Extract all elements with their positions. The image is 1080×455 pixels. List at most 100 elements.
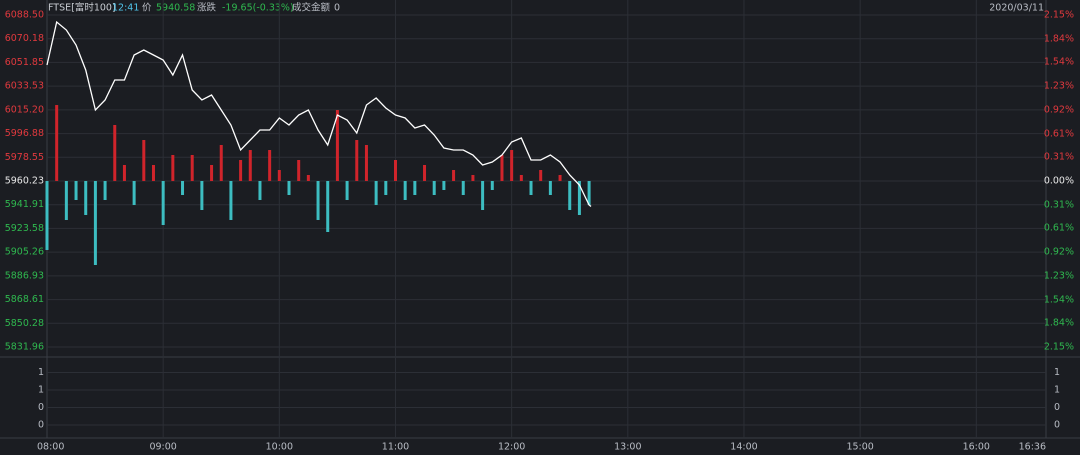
indicator-bar (277, 169, 281, 181)
indicator-bar (74, 181, 78, 200)
indicator-bar (316, 181, 320, 220)
x-tick-label: 14:00 (730, 442, 757, 453)
indicator-bar (490, 181, 494, 190)
y2-tick-label: 0.31% (1044, 199, 1074, 210)
x-tick-label: 12:00 (498, 442, 525, 453)
y2-tick-label: 1.54% (1044, 57, 1074, 68)
volume-tick-label: 1 (38, 367, 44, 378)
indicator-bar (442, 181, 446, 190)
indicator-bar (345, 181, 349, 200)
indicator-bar (423, 165, 427, 181)
indicator-bar (297, 159, 301, 181)
indicator-bar (103, 181, 107, 200)
y2-tick-label: 1.84% (1044, 33, 1074, 44)
volume-tick-label: 0 (38, 402, 44, 413)
indicator-bar (364, 144, 368, 181)
indicator-bar (229, 181, 233, 220)
indicator-bar (161, 181, 165, 226)
y2-tick-label: 1.23% (1044, 270, 1074, 281)
y2-tick-label: 2.15% (1044, 10, 1074, 21)
y-tick-label: 5850.28 (5, 318, 44, 329)
change: -19.65(-0.33%) (222, 3, 294, 14)
indicator-bar (481, 181, 485, 211)
indicator-bar (200, 181, 204, 211)
turnover: 0 (334, 3, 340, 14)
y-tick-label: 6033.53 (5, 81, 44, 92)
indicator-bar (219, 144, 223, 181)
y2-tick-label: 0.31% (1044, 152, 1074, 163)
indicator-bar (93, 181, 97, 266)
x-tick-label: 09:00 (149, 442, 176, 453)
indicator-bar (190, 155, 194, 181)
indicator-bar (55, 105, 59, 181)
y-tick-label: 6015.20 (5, 104, 44, 115)
indicator-bar (500, 155, 504, 181)
indicator-bar (132, 181, 136, 205)
x-tick-label: 15:00 (846, 442, 873, 453)
indicator-bar (558, 174, 562, 181)
volume-tick-label: 1 (38, 385, 44, 396)
indicator-bar (403, 181, 407, 200)
indicator-bar (45, 181, 49, 250)
x-tick-label: 13:00 (614, 442, 641, 453)
indicator-bar (122, 165, 126, 181)
indicator-bar (452, 169, 456, 181)
y2-tick-label: 0.00% (1044, 176, 1074, 187)
indicator-bar (519, 174, 523, 181)
x-tick-label: 16:00 (963, 442, 990, 453)
indicator-bar (84, 181, 88, 215)
x-tick-label: 08:00 (37, 442, 64, 453)
y-tick-label: 6070.18 (5, 33, 44, 44)
indicator-bar (239, 159, 243, 181)
price-line (46, 20, 592, 207)
x-tick-label: 11:00 (382, 442, 409, 453)
y2-tick-label: 0.61% (1044, 128, 1074, 139)
indicator-bar (151, 165, 155, 181)
indicator-bar (210, 165, 214, 181)
y2-tick-label: 0.61% (1044, 223, 1074, 234)
indicator-bar (529, 181, 533, 196)
indicator-bar (181, 181, 185, 196)
indicator-bar (539, 169, 543, 181)
indicator-bar (258, 181, 262, 200)
y-tick-label: 5868.61 (5, 294, 44, 305)
symbol: FTSE[富时100] (48, 2, 116, 14)
indicator-bar (64, 181, 68, 220)
indicator-bar (587, 181, 591, 205)
y-tick-label: 5923.58 (5, 223, 44, 234)
indicator-bar (548, 181, 552, 196)
indicator-bar (577, 181, 581, 215)
y2-tick-label: 1.84% (1044, 318, 1074, 329)
indicator-bar (306, 174, 310, 181)
y-tick-label: 5960.23 (5, 176, 44, 187)
y-tick-label: 5996.88 (5, 128, 44, 139)
indicator-bar (248, 150, 252, 181)
y-tick-label: 5886.93 (5, 270, 44, 281)
y-tick-label: 5831.96 (5, 342, 44, 353)
indicator-bar (268, 150, 272, 181)
date: 2020/03/11 (989, 3, 1044, 14)
x-tick-label: 10:00 (266, 442, 293, 453)
indicator-bar (413, 181, 417, 196)
y-tick-label: 5905.26 (5, 247, 44, 258)
indicator-bar (461, 181, 465, 196)
indicator-bar (432, 181, 436, 196)
indicator-bar (287, 181, 291, 196)
indicator-bar (335, 110, 339, 181)
price-label: 价 (142, 3, 152, 14)
indicator-bar (471, 174, 475, 181)
volume-tick-label-right: 1 (1054, 385, 1060, 396)
indicator-bar (510, 150, 514, 181)
y2-tick-label: 2.15% (1044, 342, 1074, 353)
turnover-label: 成交金额 (292, 2, 331, 14)
y2-tick-label: 0.92% (1044, 247, 1074, 258)
indicator-bar (113, 125, 117, 181)
indicator-bar (355, 140, 359, 181)
y-tick-label: 5941.91 (5, 199, 44, 210)
volume-tick-label: 0 (38, 420, 44, 431)
volume-tick-label-right: 0 (1054, 402, 1060, 413)
change-label: 涨跌 (197, 2, 217, 14)
indicator-bar (142, 140, 146, 181)
